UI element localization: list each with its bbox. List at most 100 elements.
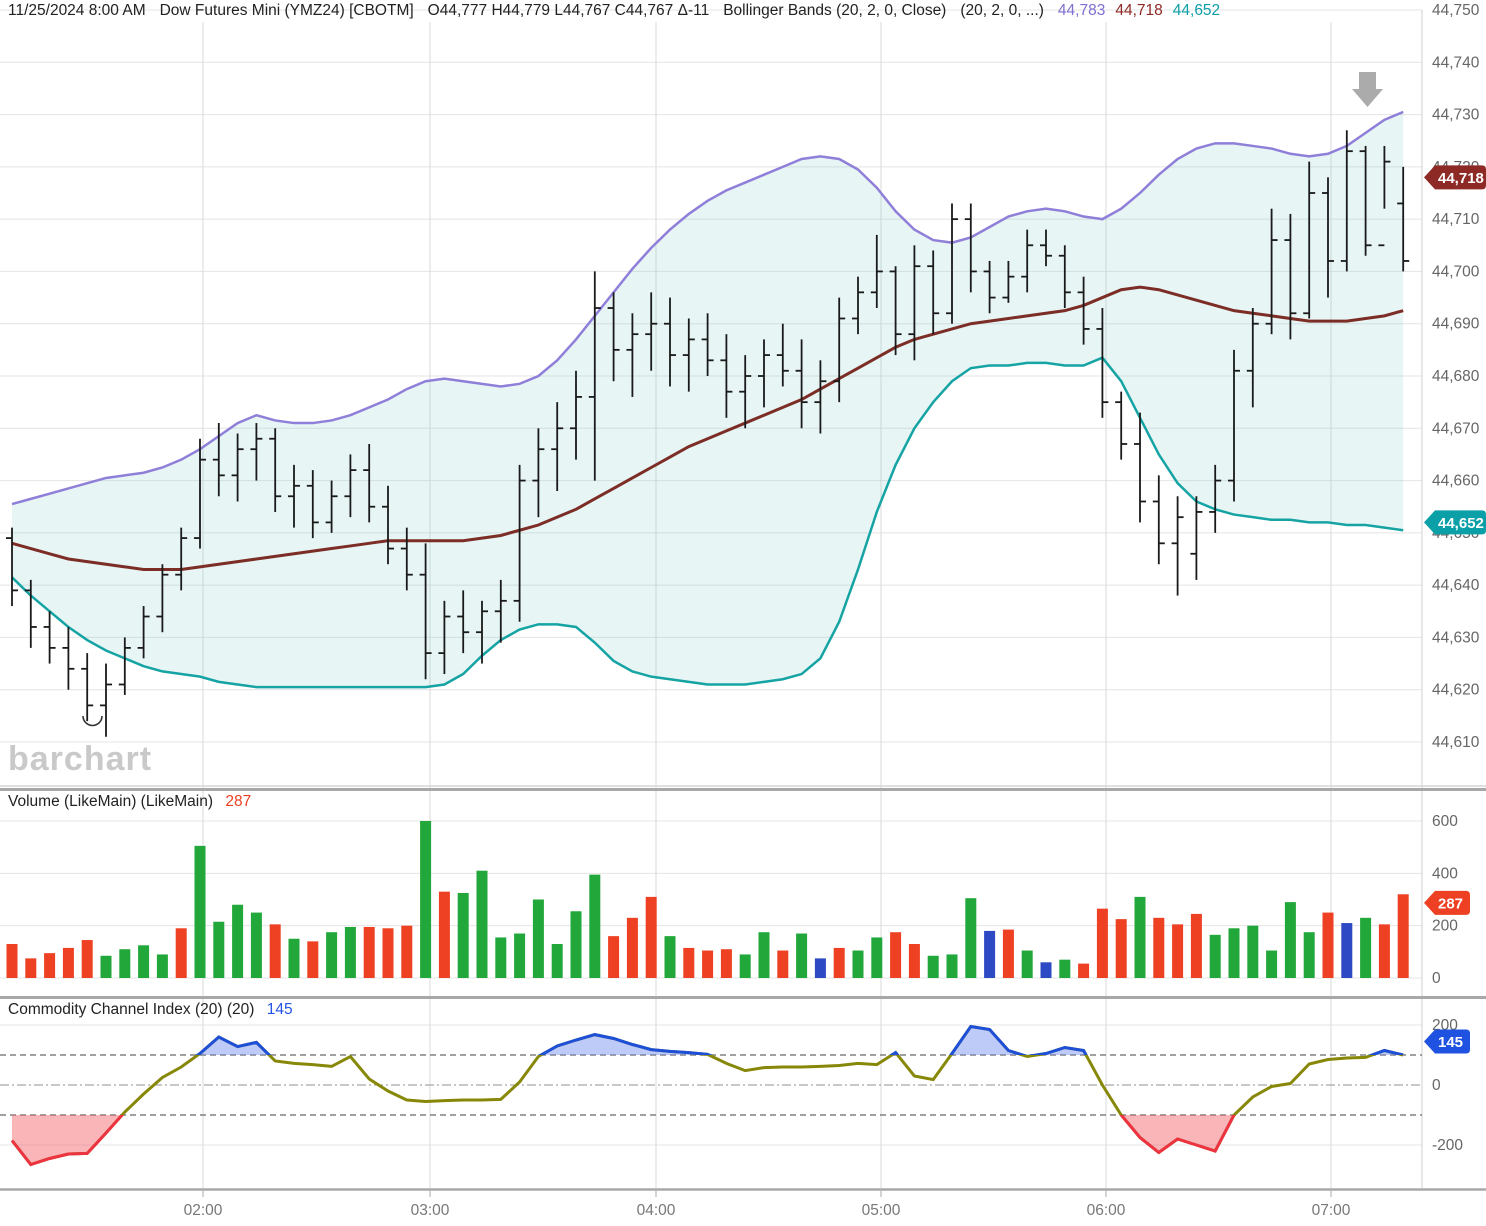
- volume-bar[interactable]: [777, 950, 789, 978]
- ohlc-bar[interactable]: [776, 323, 789, 387]
- ohlc-bar[interactable]: [1058, 245, 1071, 309]
- ohlc-bar[interactable]: [43, 611, 56, 664]
- volume-bar[interactable]: [100, 955, 112, 978]
- ohlc-bar[interactable]: [24, 579, 37, 648]
- volume-bar[interactable]: [156, 954, 168, 978]
- volume-bar[interactable]: [326, 932, 338, 978]
- ohlc-bar[interactable]: [6, 527, 18, 607]
- ohlc-bar[interactable]: [194, 438, 206, 549]
- ohlc-bar[interactable]: [532, 428, 545, 518]
- volume-bar[interactable]: [250, 912, 262, 978]
- volume-bar[interactable]: [739, 954, 751, 978]
- volume-bar[interactable]: [608, 936, 620, 978]
- ohlc-bar[interactable]: [870, 234, 883, 309]
- ohlc-bar[interactable]: [137, 606, 150, 659]
- ohlc-bar[interactable]: [1040, 229, 1052, 267]
- volume-bar[interactable]: [44, 953, 56, 978]
- volume-bar[interactable]: [833, 947, 845, 978]
- volume-bar[interactable]: [720, 949, 732, 978]
- ohlc-bar[interactable]: [1378, 145, 1391, 247]
- volume-bar[interactable]: [194, 845, 206, 978]
- ohlc-bar[interactable]: [795, 339, 808, 429]
- volume-bar[interactable]: [6, 943, 18, 978]
- volume-bar[interactable]: [1190, 913, 1202, 978]
- volume-bar[interactable]: [1228, 928, 1240, 978]
- volume-bar[interactable]: [1040, 962, 1052, 978]
- volume-bar[interactable]: [1397, 894, 1409, 978]
- volume-bar[interactable]: [81, 940, 93, 978]
- ohlc-bar[interactable]: [175, 527, 188, 591]
- volume-bar[interactable]: [570, 911, 582, 978]
- ohlc-bar[interactable]: [382, 485, 394, 565]
- ohlc-bar[interactable]: [1322, 177, 1334, 298]
- ohlc-bar[interactable]: [626, 313, 639, 397]
- volume-bar[interactable]: [1115, 919, 1127, 978]
- volume-bar[interactable]: [138, 945, 150, 978]
- ohlc-bar[interactable]: [1077, 276, 1090, 345]
- volume-bar[interactable]: [1247, 925, 1259, 978]
- ohlc-bar[interactable]: [1209, 464, 1222, 533]
- volume-bar[interactable]: [457, 892, 469, 978]
- ohlc-bar[interactable]: [570, 370, 582, 460]
- ohlc-bar[interactable]: [758, 339, 770, 408]
- volume-bar[interactable]: [438, 891, 450, 978]
- ohlc-bar[interactable]: [1340, 130, 1353, 272]
- ohlc-bar[interactable]: [1228, 349, 1240, 502]
- volume-bar[interactable]: [871, 937, 883, 978]
- ohlc-bar[interactable]: [607, 292, 620, 382]
- ohlc-bar[interactable]: [645, 292, 658, 371]
- ohlc-bar[interactable]: [1397, 166, 1410, 272]
- ohlc-bar[interactable]: [927, 250, 940, 335]
- ohlc-bar[interactable]: [118, 637, 131, 695]
- volume-bar[interactable]: [213, 921, 225, 978]
- ohlc-bar[interactable]: [494, 579, 507, 643]
- ohlc-bar[interactable]: [682, 318, 695, 392]
- ohlc-bar[interactable]: [156, 564, 169, 633]
- ohlc-bar[interactable]: [306, 470, 319, 539]
- ohlc-bar[interactable]: [1359, 145, 1372, 256]
- volume-bar[interactable]: [363, 926, 375, 978]
- volume-bar[interactable]: [1303, 932, 1315, 978]
- volume-bar[interactable]: [1341, 923, 1353, 978]
- volume-bar[interactable]: [814, 958, 826, 978]
- ohlc-bar[interactable]: [400, 527, 413, 591]
- ohlc-bar[interactable]: [908, 245, 921, 361]
- volume-bar[interactable]: [589, 874, 601, 978]
- volume-bar[interactable]: [1153, 917, 1165, 978]
- volume-bar[interactable]: [401, 925, 413, 978]
- ohlc-bar[interactable]: [964, 203, 977, 293]
- ohlc-bar[interactable]: [739, 355, 752, 429]
- volume-bar[interactable]: [645, 896, 657, 978]
- volume-bar[interactable]: [232, 904, 244, 978]
- volume-bar[interactable]: [758, 932, 770, 978]
- volume-bar[interactable]: [1021, 950, 1033, 978]
- ohlc-bar[interactable]: [664, 297, 676, 387]
- ohlc-bar[interactable]: [1115, 391, 1128, 460]
- volume-bar[interactable]: [514, 933, 526, 978]
- ohlc-bar[interactable]: [62, 626, 75, 690]
- ohlc-bar[interactable]: [1096, 308, 1109, 418]
- volume-bar[interactable]: [551, 943, 563, 978]
- ohlc-bar[interactable]: [1303, 161, 1316, 319]
- volume-bar[interactable]: [119, 949, 131, 978]
- ohlc-bar[interactable]: [1190, 496, 1203, 580]
- ohlc-bar[interactable]: [269, 428, 282, 512]
- ohlc-bar[interactable]: [551, 402, 564, 492]
- volume-bar[interactable]: [1360, 917, 1372, 978]
- ohlc-bar[interactable]: [231, 433, 244, 502]
- ohlc-bar[interactable]: [1134, 412, 1146, 523]
- ohlc-bar[interactable]: [1284, 213, 1297, 340]
- ohlc-bar[interactable]: [588, 271, 601, 481]
- volume-bar[interactable]: [1078, 963, 1090, 978]
- volume-bar[interactable]: [1172, 924, 1184, 978]
- volume-bar[interactable]: [25, 958, 37, 978]
- volume-bar[interactable]: [890, 932, 902, 978]
- volume-bar[interactable]: [495, 937, 507, 978]
- ohlc-bar[interactable]: [946, 203, 958, 324]
- volume-bar[interactable]: [344, 926, 356, 978]
- ohlc-bar[interactable]: [344, 454, 357, 518]
- volume-bar[interactable]: [532, 899, 544, 979]
- ohlc-bar[interactable]: [212, 423, 225, 497]
- volume-bar[interactable]: [683, 947, 695, 978]
- ohlc-bar[interactable]: [81, 653, 94, 722]
